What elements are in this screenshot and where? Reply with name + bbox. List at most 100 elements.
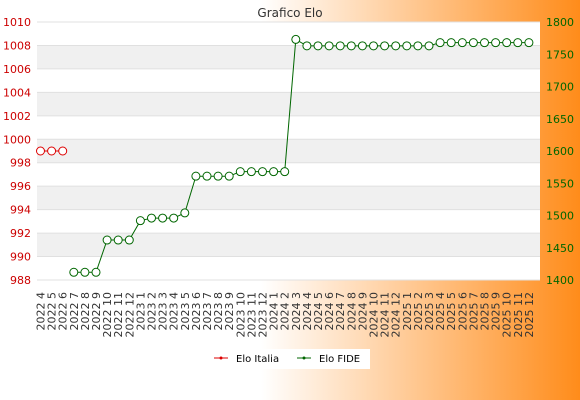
- x-tick-label: 2023 8: [212, 292, 225, 331]
- grid-band: [37, 186, 540, 210]
- data-point-elo-fide: [91, 267, 101, 277]
- x-tick-label: 2025 9: [490, 292, 503, 331]
- grid-band: [37, 45, 540, 69]
- data-point-elo-fide: [147, 213, 156, 223]
- x-tick-label: 2023 9: [223, 292, 236, 331]
- data-point-elo-fide: [280, 167, 290, 177]
- x-tick-label: 2022 9: [90, 292, 103, 331]
- y-right-tick-label: 1400: [546, 274, 574, 287]
- data-point-elo-fide: [269, 167, 279, 177]
- y-right-tick-label: 1700: [546, 81, 574, 94]
- data-point-elo-fide: [124, 235, 134, 245]
- data-point-elo-fide: [135, 216, 145, 226]
- x-tick-label: 2023 10: [234, 292, 247, 338]
- legend-label-elo-fide: Elo FIDE: [319, 354, 360, 365]
- x-tick-label: 2022 6: [57, 292, 70, 331]
- x-tick-label: 2022 4: [35, 292, 48, 331]
- data-point-elo-fide: [413, 41, 423, 51]
- data-point-elo-fide: [246, 167, 256, 177]
- data-point-elo-fide: [446, 38, 456, 48]
- y-left-tick-label: 1000: [3, 133, 31, 146]
- y-right-tick-label: 1500: [546, 210, 574, 223]
- data-point-elo-italia: [58, 146, 68, 156]
- legend: Elo Italia Elo FIDE: [210, 349, 370, 369]
- data-point-elo-italia: [47, 146, 57, 156]
- x-tick-label: 2022 7: [68, 292, 81, 331]
- y-right-tick-label: 1600: [546, 145, 574, 158]
- y-left-tick-label: 990: [10, 251, 31, 264]
- x-tick-label: 2024 4: [301, 292, 314, 331]
- y-right-tick-label: 1550: [546, 177, 574, 190]
- y-right-tick-label: 1450: [546, 242, 574, 255]
- y-left-tick-label: 992: [10, 227, 31, 240]
- data-point-elo-fide: [346, 41, 356, 51]
- x-tick-label: 2025 3: [423, 292, 436, 331]
- data-point-elo-fide: [324, 41, 334, 51]
- x-tick-label: 2025 8: [479, 292, 492, 331]
- x-tick-label: 2025 11: [512, 292, 525, 338]
- x-tick-label: 2023 7: [201, 292, 214, 331]
- x-tick-label: 2024 7: [334, 292, 347, 331]
- x-tick-label: 2025 12: [523, 292, 536, 338]
- x-tick-label: 2025 4: [434, 292, 447, 331]
- y-right-tick-label: 1750: [546, 48, 574, 61]
- data-point-elo-fide: [224, 171, 234, 181]
- data-point-elo-italia: [36, 146, 45, 156]
- x-tick-label: 2022 11: [112, 292, 125, 338]
- y-left-tick-label: 1002: [3, 110, 31, 123]
- data-point-elo-fide: [435, 38, 445, 48]
- x-tick-label: 2024 9: [356, 292, 369, 331]
- y-left-tick-label: 994: [10, 204, 31, 217]
- data-point-elo-fide: [102, 235, 112, 245]
- x-tick-label: 2023 6: [190, 292, 203, 331]
- data-point-elo-fide: [258, 167, 267, 177]
- grid-band: [37, 92, 540, 116]
- x-tick-label: 2023 4: [168, 292, 181, 331]
- y-right-tick-label: 1800: [546, 16, 574, 29]
- x-tick-label: 2025 2: [412, 292, 425, 331]
- y-left-tick-label: 1010: [3, 16, 31, 29]
- data-point-elo-fide: [213, 171, 223, 181]
- x-tick-label: 2025 6: [456, 292, 469, 331]
- x-tick-label: 2024 3: [290, 292, 303, 331]
- y-left-tick-label: 1008: [3, 39, 31, 52]
- x-tick-label: 2024 2: [279, 292, 292, 331]
- x-tick-label: 2025 10: [501, 292, 514, 338]
- x-tick-label: 2024 11: [379, 292, 392, 338]
- x-tick-label: 2023 3: [157, 292, 170, 331]
- data-point-elo-fide: [169, 213, 179, 223]
- y-left-tick-label: 998: [10, 157, 31, 170]
- data-point-elo-fide: [502, 38, 512, 48]
- x-tick-label: 2025 1: [401, 292, 414, 331]
- legend-marker-elo-italia: [219, 356, 223, 360]
- data-point-elo-fide: [235, 167, 245, 177]
- data-point-elo-fide: [424, 41, 434, 51]
- legend-box: [210, 349, 370, 369]
- data-point-elo-fide: [402, 41, 412, 51]
- x-tick-label: 2022 5: [46, 292, 59, 331]
- y-left-tick-label: 1006: [3, 63, 31, 76]
- x-tick-label: 2023 12: [257, 292, 270, 338]
- data-point-elo-fide: [291, 34, 301, 44]
- data-point-elo-fide: [158, 213, 168, 223]
- y-left-tick-label: 1004: [3, 86, 31, 99]
- x-tick-label: 2022 8: [79, 292, 92, 331]
- x-tick-label: 2024 1: [268, 292, 281, 331]
- legend-label-elo-italia: Elo Italia: [236, 354, 279, 365]
- x-tick-label: 2023 5: [179, 292, 192, 331]
- data-point-elo-fide: [191, 171, 201, 181]
- grid-band: [37, 233, 540, 257]
- data-point-elo-fide: [69, 267, 79, 277]
- x-tick-label: 2024 8: [345, 292, 358, 331]
- data-point-elo-fide: [380, 41, 390, 51]
- x-tick-label: 2024 6: [323, 292, 336, 331]
- y-left-tick-label: 988: [10, 274, 31, 287]
- grid-band: [37, 139, 540, 163]
- x-tick-label: 2024 10: [368, 292, 381, 338]
- chart-title: Grafico Elo: [257, 6, 322, 20]
- x-tick-label: 2022 12: [123, 292, 136, 338]
- data-point-elo-fide: [180, 208, 190, 218]
- data-point-elo-fide: [313, 41, 323, 51]
